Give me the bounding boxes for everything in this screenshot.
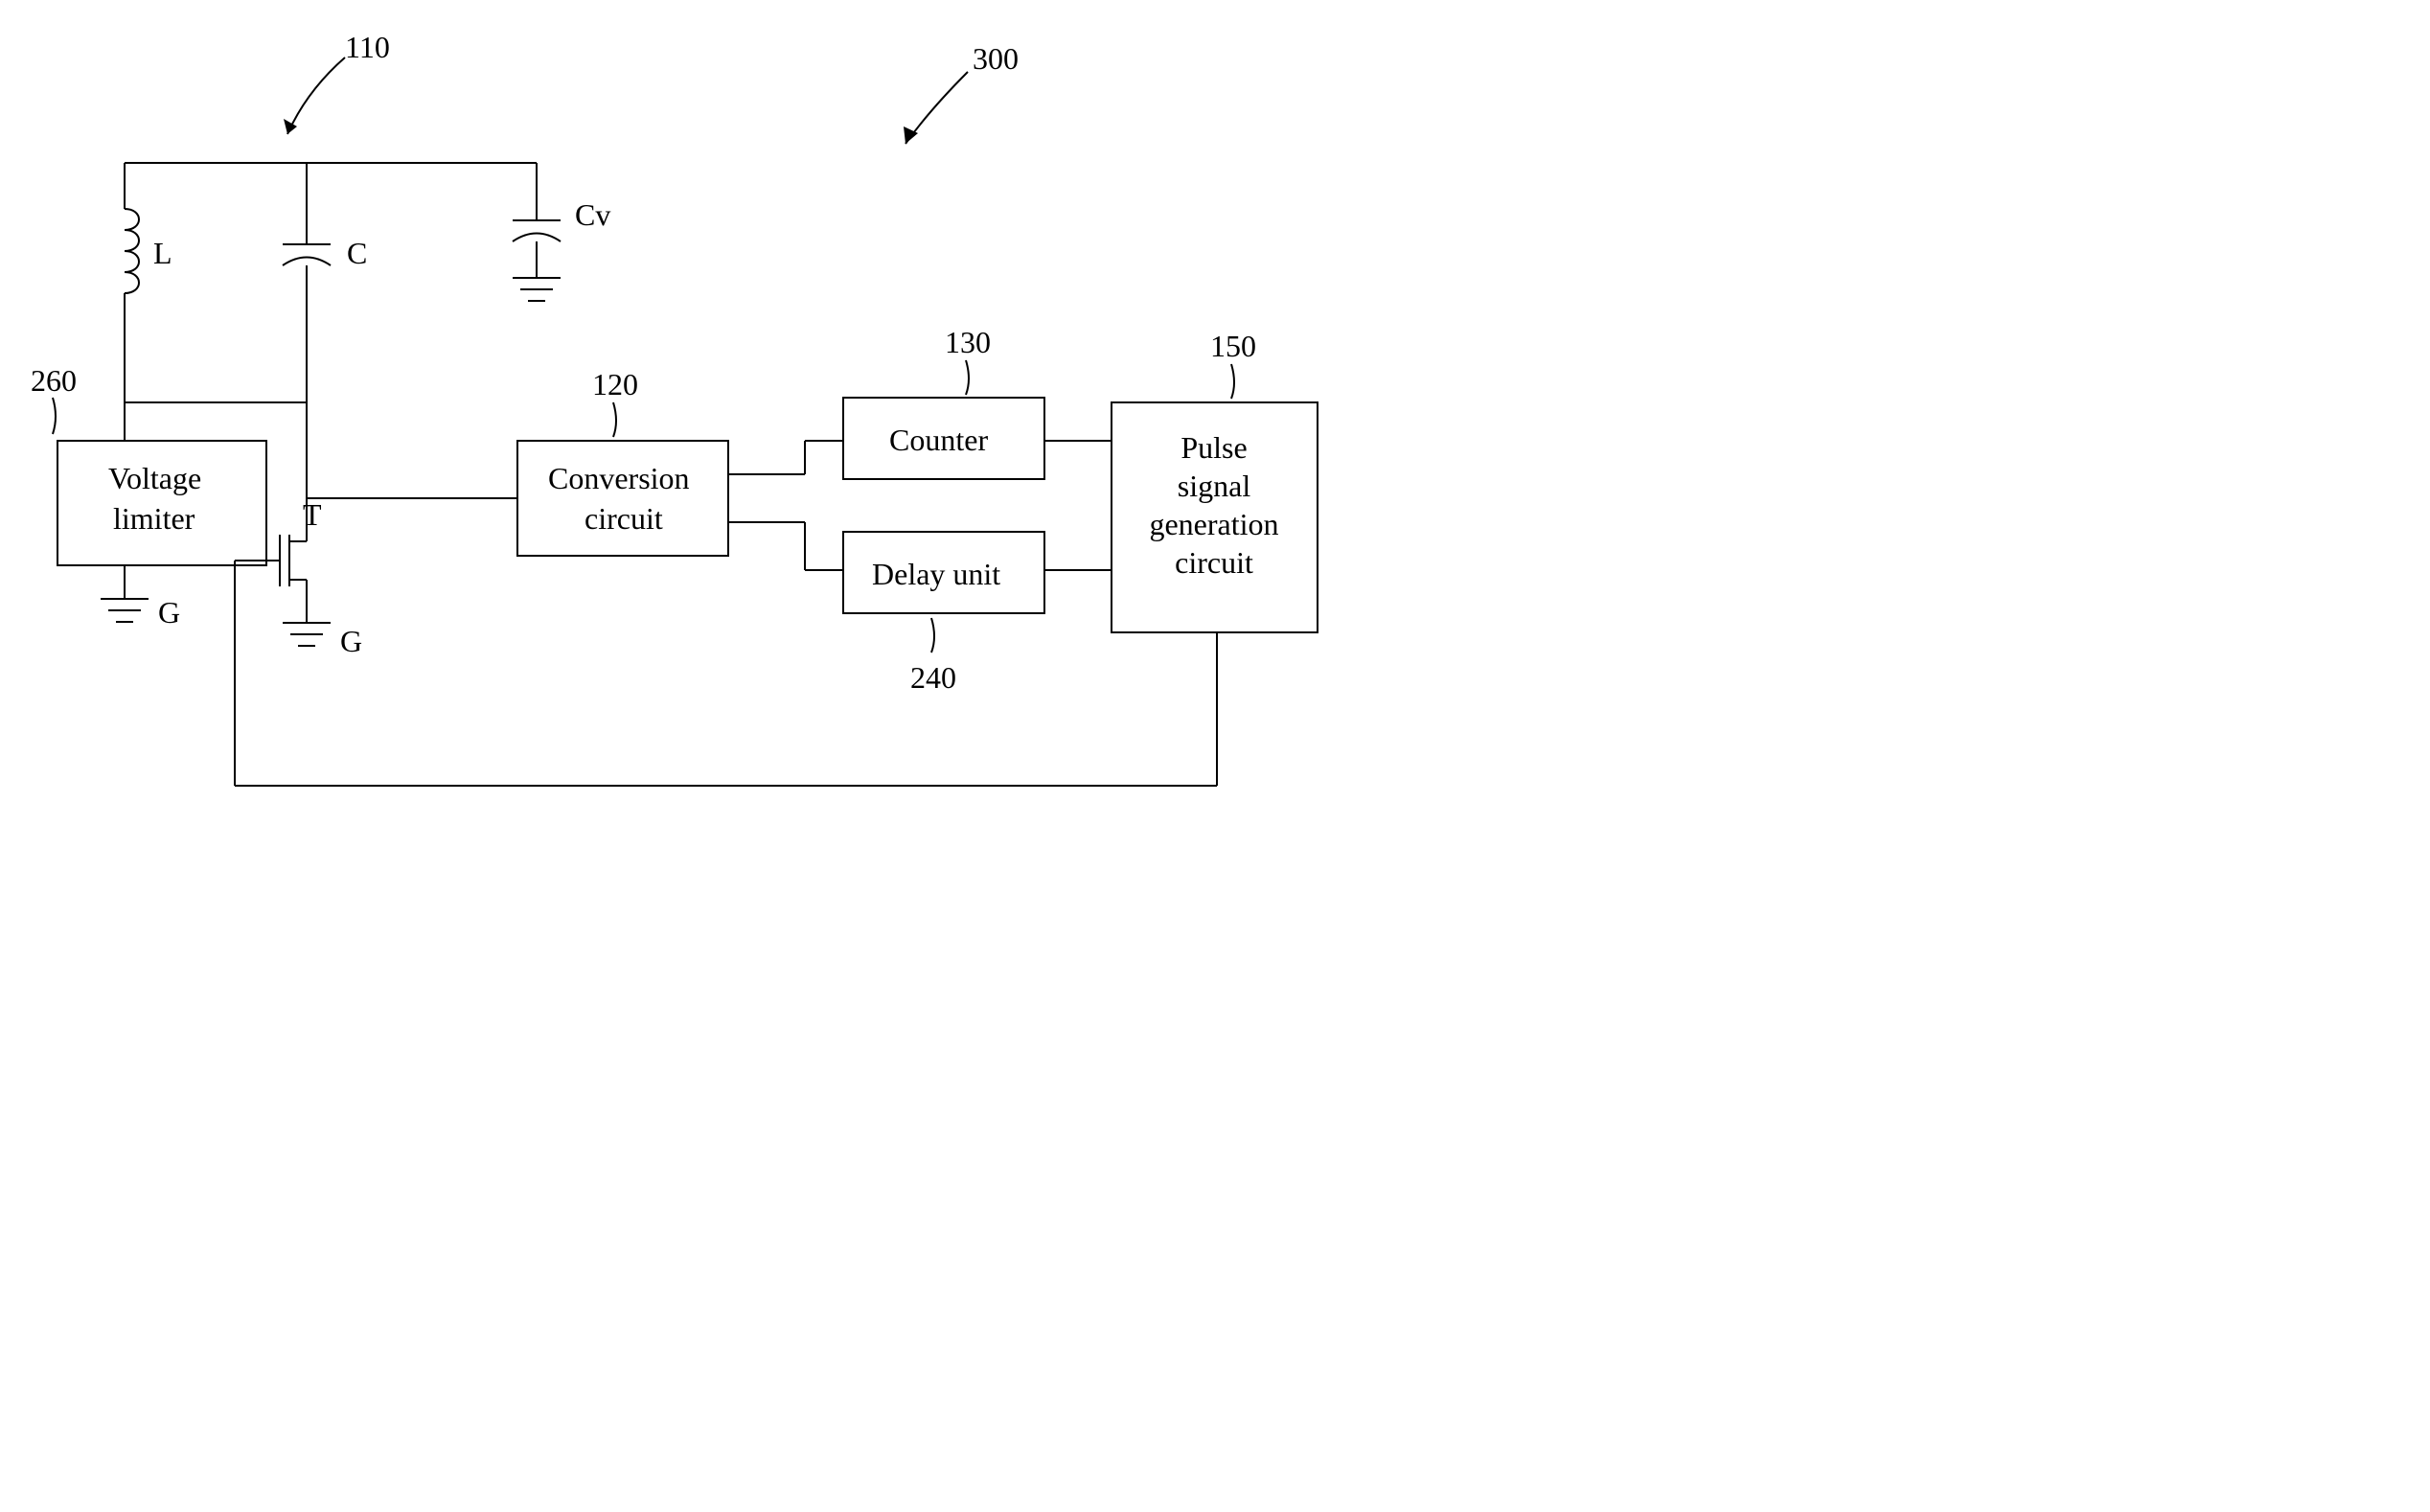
ref-120: 120: [592, 367, 638, 401]
pulse-text-3: generation: [1149, 507, 1278, 541]
ref-110: 110: [345, 30, 390, 64]
pulse-text-4: circuit: [1175, 545, 1253, 580]
leader-240: [931, 618, 934, 653]
ref-150: 150: [1210, 329, 1256, 363]
pulse-text-1: Pulse: [1181, 430, 1247, 465]
ref-130: 130: [945, 325, 991, 359]
inductor-l: [125, 209, 139, 293]
label-t: T: [303, 497, 322, 532]
label-g-t: G: [340, 624, 362, 658]
voltage-limiter-text-2: limiter: [113, 501, 195, 536]
ref-260: 260: [31, 363, 77, 398]
label-cv: Cv: [575, 197, 610, 232]
counter-text: Counter: [889, 423, 988, 457]
cap-cv-bottom-plate: [513, 234, 561, 242]
ref-300: 300: [973, 41, 1019, 76]
arrow-110-head: [284, 119, 297, 134]
label-l: L: [153, 236, 172, 270]
leader-120: [613, 402, 616, 437]
label-g-vl: G: [158, 595, 180, 630]
delay-text: Delay unit: [872, 557, 1000, 591]
conversion-text-2: circuit: [585, 501, 663, 536]
conversion-text-1: Conversion: [548, 461, 690, 495]
conversion-circuit-block: [517, 441, 728, 556]
leader-260: [53, 398, 56, 434]
arrow-110-curve: [287, 57, 345, 134]
leader-130: [966, 360, 969, 395]
pulse-text-2: signal: [1178, 469, 1251, 503]
cap-c-bottom-plate: [283, 258, 331, 266]
voltage-limiter-text-1: Voltage: [108, 461, 201, 495]
ref-240: 240: [910, 660, 956, 695]
leader-150: [1231, 364, 1234, 399]
label-c: C: [347, 236, 367, 270]
circuit-diagram: 110 300 L C Cv 260 Voltage limiter G T G…: [0, 0, 1418, 882]
